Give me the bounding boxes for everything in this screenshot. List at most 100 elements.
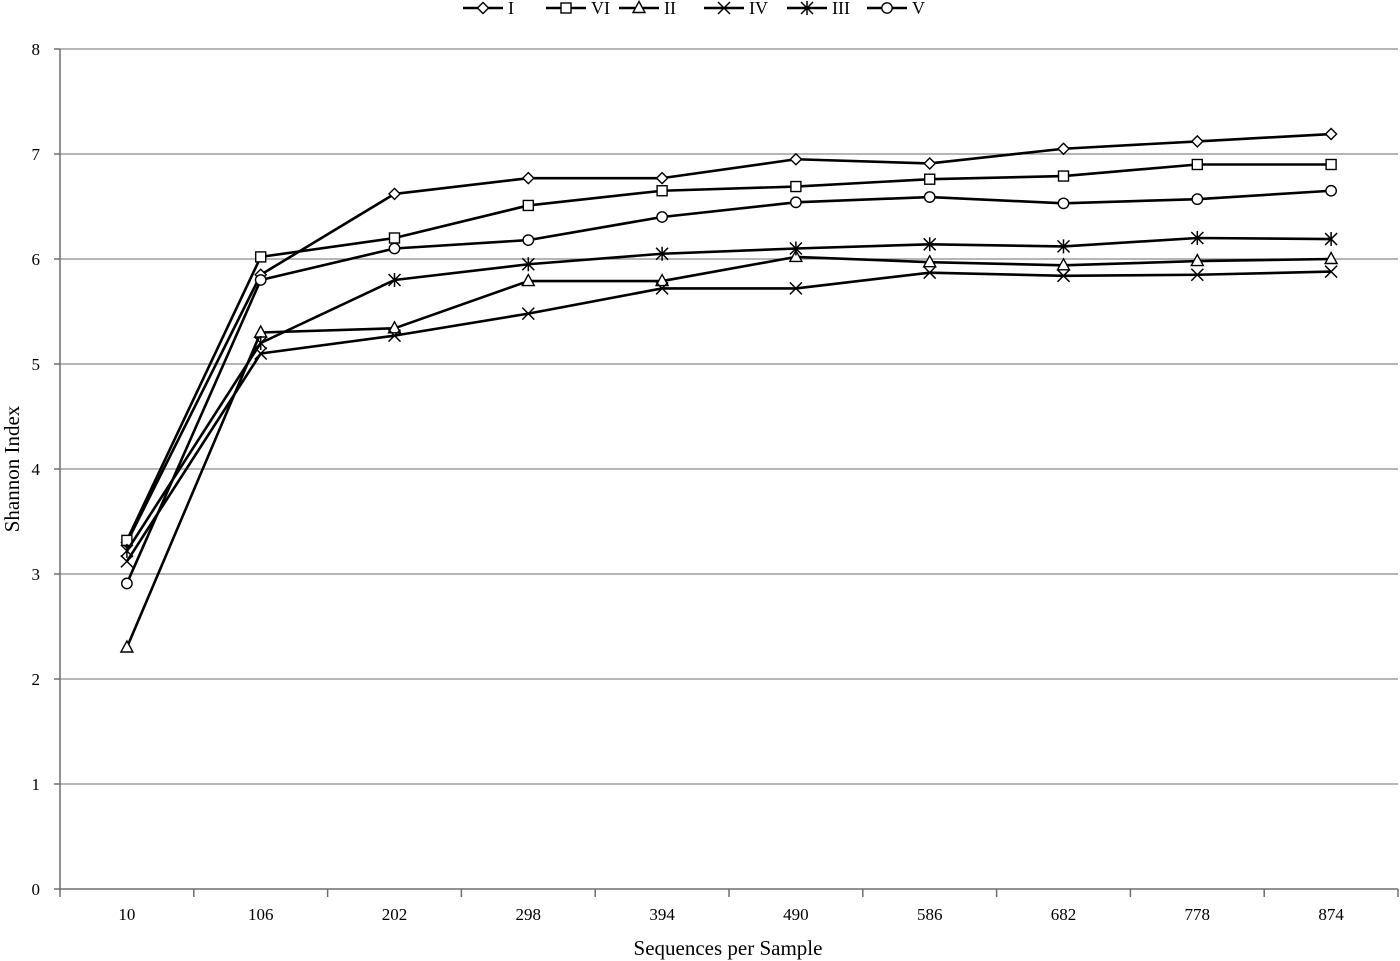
axes <box>54 48 1399 897</box>
y-tick-label: 1 <box>32 775 41 794</box>
series-vi-line <box>125 163 1332 541</box>
x-tick-label: 202 <box>382 905 408 924</box>
series-ii-point <box>788 248 804 263</box>
x-tick-label: 106 <box>248 905 274 924</box>
series-iii-line <box>125 236 1332 552</box>
series-i-point <box>388 187 401 201</box>
y-tick-label: 0 <box>32 880 41 899</box>
series-i <box>120 127 1338 549</box>
series-iv-point <box>1056 269 1071 283</box>
series-v-point <box>923 191 936 203</box>
series-vi-point <box>1325 158 1337 171</box>
y-tick-label: 4 <box>32 460 41 479</box>
series-v-point <box>121 577 133 590</box>
legend-item-iv-label: IV <box>749 0 768 18</box>
series-iv <box>120 265 1338 568</box>
series-ii <box>119 248 1339 653</box>
series-v-point <box>790 196 802 209</box>
x-tick-label: 490 <box>783 905 809 924</box>
series-vi-point <box>924 173 936 185</box>
series-vi-point <box>790 180 802 193</box>
series-iii-point <box>923 237 937 252</box>
series-iv-point <box>521 307 535 321</box>
series-vi-point <box>388 232 401 244</box>
series-iv-point <box>1324 265 1338 279</box>
x-tick-label: 298 <box>516 905 542 924</box>
series-i-point <box>1324 127 1338 141</box>
series-ii-point <box>119 639 135 653</box>
y-axis-ticks: 0 1 2 3 4 5 6 7 8 <box>32 40 41 899</box>
legend-item-i-label: I <box>508 0 514 18</box>
series-i-point <box>923 156 937 170</box>
series-iii-point <box>254 336 268 350</box>
legend-item-v: V <box>867 0 925 18</box>
series-vi-point <box>1057 170 1070 182</box>
legend-item-ii: II <box>619 0 676 18</box>
series-vi-point <box>522 199 534 212</box>
series-i-point <box>1057 142 1070 156</box>
series-iii-point <box>387 273 402 287</box>
series-iii-point <box>521 257 535 272</box>
series-v <box>121 184 1338 590</box>
series-vi-point <box>656 185 668 197</box>
legend-item-v-label: V <box>912 0 925 18</box>
y-tick-label: 5 <box>32 355 41 374</box>
series-vi-point <box>254 251 267 263</box>
x-tick-label: 778 <box>1185 905 1211 924</box>
series-v-point <box>388 242 401 255</box>
legend-item-iv-marker <box>717 1 731 15</box>
legend-item-iii-label: III <box>832 0 850 18</box>
x-tick-label: 10 <box>118 905 135 924</box>
y-axis-title: Shannon Index <box>0 405 24 532</box>
legend-item-iii: III <box>787 0 850 18</box>
series-iii-point <box>1190 231 1204 245</box>
legend-item-vi: VI <box>546 0 610 18</box>
series-iv-point <box>1190 268 1204 282</box>
series-ii-point <box>654 273 670 287</box>
series-ii-point <box>1056 257 1071 271</box>
series-iv-point <box>387 329 402 343</box>
legend-item-ii-marker <box>631 0 647 14</box>
series-ii-point <box>521 273 536 287</box>
series-iv-point <box>120 554 134 568</box>
series-v-point <box>522 234 535 247</box>
series-v-point <box>254 274 267 286</box>
series-group <box>119 127 1339 653</box>
series-iii <box>120 231 1338 558</box>
series-ii-point <box>1323 251 1339 265</box>
legend-item-vi-label: VI <box>591 0 610 18</box>
x-axis-title: Sequences per Sample <box>634 936 823 960</box>
legend-item-iv: IV <box>704 0 768 18</box>
y-tick-label: 2 <box>32 670 41 689</box>
x-tick-label: 874 <box>1318 905 1344 924</box>
legend-item-ii-label: II <box>664 0 676 18</box>
gridlines <box>60 48 1398 785</box>
series-ii-point <box>387 320 402 334</box>
series-ii-point <box>1190 253 1205 267</box>
series-iv-point <box>923 266 937 280</box>
series-i-point <box>655 171 669 185</box>
x-tick-label: 586 <box>917 905 943 924</box>
series-v-point <box>1325 184 1338 197</box>
legend-item-vi-marker <box>560 2 572 14</box>
x-axis-ticks: 10 106 202 298 394 490 586 682 778 874 <box>118 905 1344 924</box>
series-iv-line <box>125 270 1332 563</box>
series-iii-point <box>120 543 134 558</box>
series-iii-point <box>1324 232 1338 247</box>
series-v-point <box>1191 193 1204 206</box>
legend-item-iii-marker <box>800 1 814 15</box>
series-iii-point <box>1056 239 1071 254</box>
y-tick-label: 3 <box>32 565 41 584</box>
series-i-point <box>1190 134 1204 148</box>
legend-item-v-marker <box>881 2 893 14</box>
series-iii-point <box>789 241 803 256</box>
series-i-point <box>521 171 535 185</box>
y-tick-label: 7 <box>32 145 41 164</box>
series-ii-line <box>125 255 1332 649</box>
series-iv-point <box>655 281 669 295</box>
series-i-point <box>789 152 803 166</box>
series-v-point <box>656 211 668 223</box>
series-vi-point <box>1191 158 1204 171</box>
series-v-line <box>125 189 1332 584</box>
